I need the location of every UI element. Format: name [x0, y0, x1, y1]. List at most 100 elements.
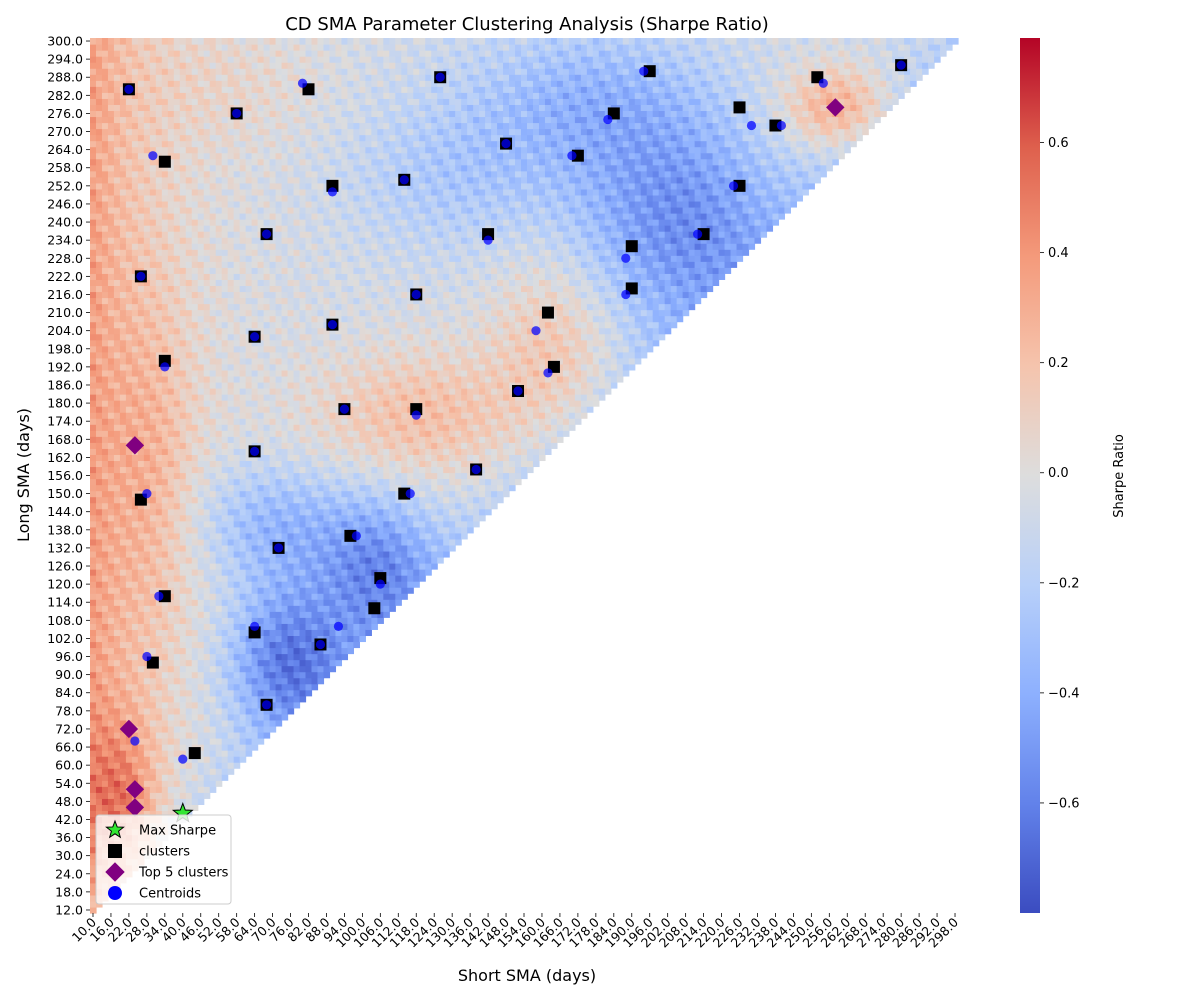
heatmap-cell [90, 466, 97, 474]
heatmap-cell [167, 363, 175, 371]
heatmap-cell [197, 146, 205, 154]
heatmap-cell [101, 110, 109, 118]
heatmap-cell [167, 719, 175, 727]
heatmap-cell [143, 285, 151, 293]
heatmap-cell [191, 261, 199, 268]
heatmap-cell [143, 333, 151, 341]
heatmap-cell [185, 472, 193, 480]
heatmap-cell [209, 490, 217, 498]
heatmap-cell [185, 122, 193, 130]
heatmap-cell [149, 158, 157, 166]
heatmap-cell [113, 611, 121, 618]
heatmap-cell [173, 116, 181, 124]
heatmap-cell [221, 744, 229, 751]
heatmap-cell [281, 460, 289, 468]
heatmap-cell [179, 394, 187, 401]
heatmap-cell [113, 345, 121, 353]
heatmap-cell [119, 623, 127, 630]
heatmap-cell [101, 701, 109, 709]
heatmap-cell [101, 140, 109, 148]
heatmap-cell [233, 623, 241, 630]
heatmap-cell [281, 303, 289, 311]
heatmap-cell [131, 206, 139, 214]
heatmap-cell [125, 538, 133, 546]
heatmap-cell [101, 279, 109, 287]
heatmap-cell [179, 164, 187, 172]
heatmap-cell [179, 194, 187, 202]
heatmap-cell [257, 339, 265, 347]
heatmap-cell [197, 68, 205, 75]
heatmap-cell [149, 563, 157, 570]
heatmap-cell [317, 206, 325, 214]
heatmap-cell [167, 653, 175, 661]
heatmap-cell [131, 593, 139, 600]
heatmap-cell [239, 339, 247, 347]
heatmap-cell [143, 74, 151, 81]
heatmap-cell [155, 134, 163, 142]
heatmap-cell [281, 56, 289, 63]
heatmap-cell [281, 490, 289, 498]
heatmap-cell [203, 104, 211, 112]
heatmap-cell [179, 50, 187, 57]
heatmap-cell [233, 213, 241, 220]
heatmap-cell [287, 116, 295, 124]
heatmap-cell [137, 164, 145, 172]
heatmap-cell [299, 56, 307, 63]
heatmap-cell [143, 762, 151, 769]
heatmap-cell [155, 599, 163, 606]
heatmap-cell [203, 194, 211, 202]
heatmap-cell [287, 122, 295, 130]
heatmap-cell [209, 176, 217, 184]
heatmap-cell [293, 647, 301, 655]
heatmap-cell [125, 756, 133, 763]
heatmap-cell [251, 671, 259, 679]
heatmap-cell [251, 237, 259, 244]
heatmap-cell [161, 110, 169, 118]
heatmap-cell [293, 327, 301, 335]
heatmap-cell [179, 225, 187, 232]
heatmap-cell [221, 44, 229, 51]
heatmap-cell [137, 200, 145, 208]
heatmap-cell [221, 104, 229, 112]
heatmap-cell [137, 146, 145, 154]
heatmap-cell [125, 315, 133, 323]
heatmap-cell [113, 388, 121, 395]
heatmap-cell [167, 713, 175, 721]
heatmap-cell [131, 701, 139, 709]
heatmap-cell [317, 496, 325, 504]
heatmap-cell [125, 291, 133, 299]
heatmap-cell [257, 623, 265, 630]
heatmap-cell [137, 110, 145, 118]
heatmap-cell [179, 176, 187, 184]
heatmap-cell [269, 357, 277, 365]
heatmap-cell [305, 556, 313, 564]
heatmap-cell [245, 285, 253, 293]
heatmap-cell [95, 50, 103, 57]
heatmap-cell [95, 237, 103, 244]
heatmap-cell [131, 249, 139, 256]
heatmap-cell [131, 605, 139, 612]
heatmap-cell [323, 508, 331, 516]
heatmap-cell [317, 394, 325, 401]
heatmap-cell [137, 774, 145, 781]
heatmap-cell [143, 261, 151, 268]
heatmap-cell [233, 556, 241, 564]
heatmap-cell [161, 267, 169, 274]
heatmap-cell [161, 695, 169, 703]
heatmap-cell [143, 550, 151, 558]
heatmap-cell [191, 508, 199, 516]
heatmap-cell [119, 351, 127, 359]
heatmap-cell [233, 92, 241, 99]
heatmap-cell [221, 689, 229, 697]
heatmap-cell [149, 56, 157, 63]
heatmap-cell [215, 713, 223, 721]
heatmap-cell [161, 98, 169, 105]
heatmap-cell [173, 460, 181, 468]
heatmap-cell [185, 786, 193, 793]
heatmap-cell [167, 738, 175, 745]
heatmap-cell [185, 508, 193, 516]
heatmap-cell [251, 502, 259, 510]
heatmap-cell [197, 786, 205, 793]
heatmap-cell [209, 689, 217, 697]
heatmap-cell [125, 587, 133, 594]
